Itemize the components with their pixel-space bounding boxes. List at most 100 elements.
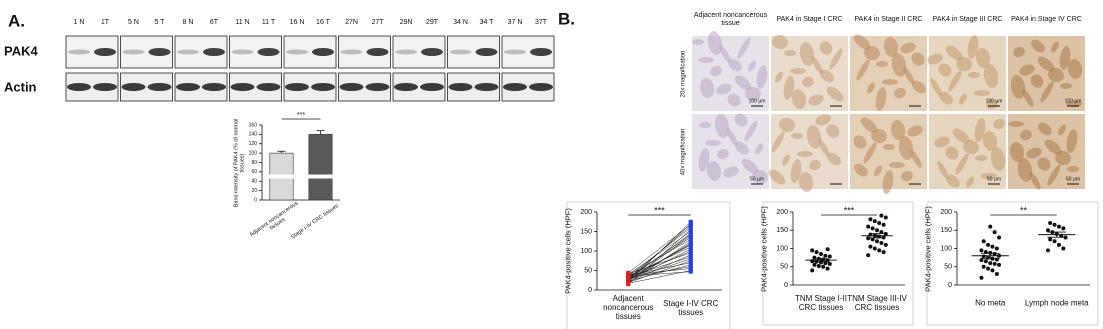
lane-label: 29N xyxy=(400,19,413,26)
tissue-texture xyxy=(871,128,887,144)
tissue-texture xyxy=(863,142,877,164)
blot-band xyxy=(474,83,499,91)
blot-band xyxy=(529,83,553,91)
blot-band xyxy=(94,48,116,56)
point xyxy=(997,262,1002,267)
column-header: Adjacent noncancerous tissue xyxy=(693,11,768,27)
tissue-texture xyxy=(1010,75,1026,99)
blot-band xyxy=(504,49,526,55)
point xyxy=(868,217,873,222)
lane-label: 34 T xyxy=(480,19,495,26)
tissue-texture xyxy=(734,113,748,127)
tissue-texture xyxy=(939,91,953,105)
tissue-texture xyxy=(882,79,898,85)
tissue-texture xyxy=(734,75,752,91)
tissue-texture xyxy=(784,50,796,56)
significance-label: *** xyxy=(844,205,855,215)
tissue-texture xyxy=(938,63,952,77)
point xyxy=(626,270,631,275)
point xyxy=(1056,242,1061,247)
tissue-texture xyxy=(1058,124,1066,136)
y-axis-label: PAK4-positive cells (HPF) xyxy=(759,205,769,292)
blot-band xyxy=(339,83,364,91)
point xyxy=(814,250,819,255)
scale-bar-label: 100 μm xyxy=(986,98,1003,104)
point xyxy=(981,254,986,259)
point xyxy=(870,237,875,242)
lane-label: 27N xyxy=(345,19,358,26)
point xyxy=(868,244,873,249)
y-tick-label: 80 xyxy=(251,160,257,166)
point xyxy=(626,274,631,279)
point xyxy=(688,232,693,237)
blot-band xyxy=(311,83,335,91)
tissue-texture xyxy=(983,64,999,88)
point xyxy=(979,275,984,280)
point xyxy=(872,246,877,251)
point xyxy=(881,222,886,227)
lane-label: 16 T xyxy=(316,19,331,26)
point xyxy=(821,257,826,262)
tissue-texture xyxy=(966,176,974,188)
point xyxy=(1056,224,1061,229)
lane-label: 37 N xyxy=(508,19,523,26)
tissue-texture xyxy=(1040,81,1054,103)
tissue-texture xyxy=(790,68,806,74)
y-tick-label: 50 xyxy=(944,264,952,271)
tissue-texture xyxy=(1022,89,1034,107)
significance-label: *** xyxy=(297,112,305,119)
pair-line xyxy=(628,254,691,283)
point xyxy=(1048,237,1053,242)
tissue-texture xyxy=(993,118,1005,130)
tissue-texture xyxy=(791,133,803,139)
tissue-texture xyxy=(819,41,833,55)
tissue-texture xyxy=(1013,46,1025,58)
tissue-texture xyxy=(797,151,813,157)
column-header: PAK4 in Stage III CRC xyxy=(932,15,1003,23)
point xyxy=(988,224,993,229)
point xyxy=(988,261,993,266)
tissue-texture xyxy=(799,42,815,66)
tissue-texture xyxy=(910,150,922,168)
lane-label: 34 N xyxy=(453,19,468,26)
tissue-texture xyxy=(815,114,831,126)
point xyxy=(827,261,832,266)
tissue-texture xyxy=(698,148,710,172)
point xyxy=(877,248,882,253)
point xyxy=(825,247,830,252)
lane-label: 6T xyxy=(210,19,219,26)
tissue-texture xyxy=(1047,164,1061,186)
tissue-texture xyxy=(853,34,871,50)
tissue-texture xyxy=(890,120,906,140)
tissue-texture xyxy=(1017,158,1033,182)
tissue-texture xyxy=(1048,67,1064,83)
point xyxy=(626,278,631,283)
tissue-texture xyxy=(692,39,704,45)
tissue-texture xyxy=(882,170,894,194)
y-tick-label: 200 xyxy=(776,209,788,216)
blot-band xyxy=(202,83,226,91)
tissue-texture xyxy=(755,143,763,155)
y-tick-label: 0 xyxy=(948,282,952,289)
point xyxy=(1061,246,1066,251)
tissue-texture xyxy=(726,128,738,146)
tissue-texture xyxy=(975,48,991,68)
tissue-texture xyxy=(864,45,880,61)
tissue-texture xyxy=(901,170,913,182)
point xyxy=(875,239,879,244)
tissue-texture xyxy=(1067,166,1079,172)
blot-band xyxy=(366,48,389,56)
point xyxy=(879,230,884,235)
tissue-texture xyxy=(791,89,807,109)
blot-band xyxy=(256,83,281,91)
blot-band xyxy=(340,49,363,55)
point xyxy=(821,264,826,269)
blot-band xyxy=(312,48,334,56)
tissue-texture xyxy=(894,87,906,99)
tissue-texture xyxy=(1038,122,1052,136)
y-tick-label: 150 xyxy=(580,228,592,235)
tissue-texture xyxy=(806,125,822,149)
panel-label: A. xyxy=(8,11,25,30)
point xyxy=(986,242,991,247)
